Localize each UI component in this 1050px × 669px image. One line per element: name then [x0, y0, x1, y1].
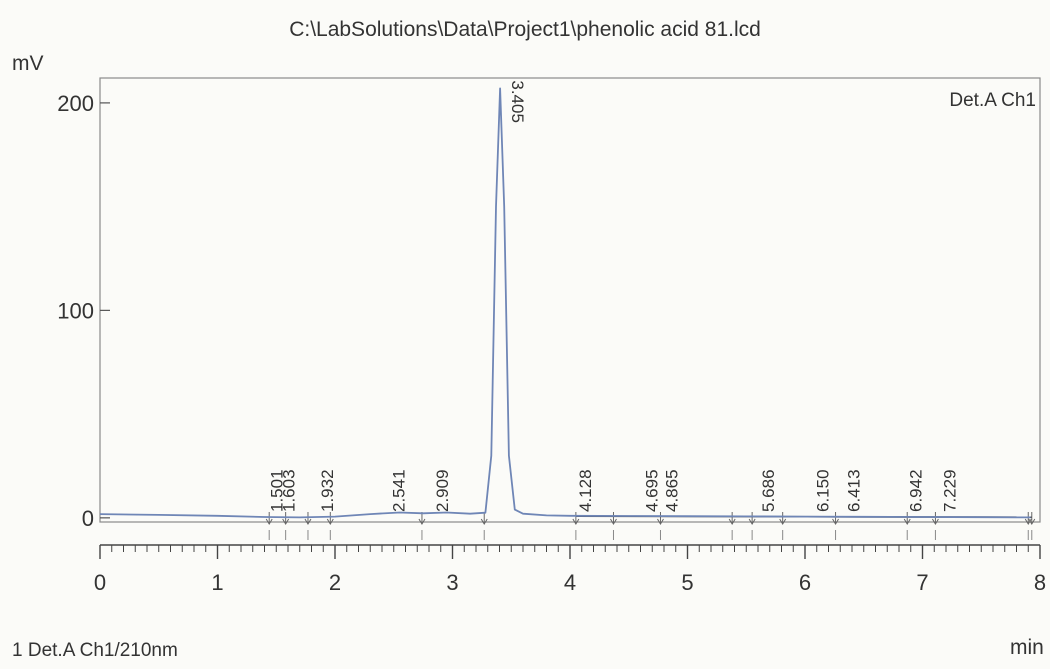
plot-frame: [99, 77, 1041, 523]
integration-mark: [572, 512, 580, 540]
integration-mark: [480, 512, 488, 540]
chromatogram-trace: [99, 87, 1031, 519]
integration-mark: [657, 512, 664, 540]
integration-mark: [326, 512, 334, 540]
integration-mark: [610, 512, 617, 540]
integration-mark: [779, 512, 787, 540]
x-tick-label: 2: [329, 570, 341, 595]
integration-mark: [903, 512, 911, 540]
y-tick-label: 0: [82, 506, 94, 531]
x-tick-label: 8: [1034, 570, 1046, 595]
peak-label: 7.229: [940, 469, 959, 512]
peak-label: 6.413: [845, 469, 864, 512]
peak-label: 1.501: [267, 469, 286, 512]
peak-label: 2.541: [390, 469, 409, 512]
peak-label: 3.405: [508, 80, 527, 123]
y-tick-label: 200: [57, 91, 94, 116]
y-axis-label: mV: [12, 52, 44, 75]
x-tick-label: 7: [916, 570, 928, 595]
x-tick-label: 1: [211, 570, 223, 595]
x-tick-label: 5: [681, 570, 693, 595]
peak-label: 1.932: [318, 469, 337, 512]
peak-label: 4.695: [643, 469, 662, 512]
integration-mark: [265, 512, 273, 540]
legend-entry: Det.A Ch1: [949, 90, 1036, 111]
x-tick-label: 0: [94, 570, 106, 595]
chart-title: C:\LabSolutions\Data\Project1\phenolic a…: [289, 18, 761, 41]
peak-label: 1.603: [279, 469, 298, 512]
integration-mark: [748, 512, 756, 540]
detector-footer: 1 Det.A Ch1/210nm: [12, 640, 178, 661]
peak-label: 6.942: [907, 469, 926, 512]
x-tick-label: 4: [564, 570, 576, 595]
integration-mark: [282, 512, 290, 540]
integration-mark: [931, 512, 939, 540]
peak-label: 5.686: [759, 469, 778, 512]
peak-label: 4.865: [663, 469, 682, 512]
integration-mark: [1024, 512, 1032, 540]
peak-label: 6.150: [814, 469, 833, 512]
x-axis-label: min: [1010, 636, 1044, 659]
integration-mark: [832, 512, 839, 540]
x-tick-label: 3: [446, 570, 458, 595]
peak-label: 2.909: [433, 469, 452, 512]
x-tick-label: 6: [799, 570, 811, 595]
peak-label: 4.128: [576, 469, 595, 512]
integration-mark: [728, 512, 736, 540]
integration-mark: [1028, 512, 1036, 540]
integration-mark: [304, 512, 312, 540]
y-tick-label: 100: [57, 298, 94, 323]
integration-mark: [418, 512, 426, 540]
